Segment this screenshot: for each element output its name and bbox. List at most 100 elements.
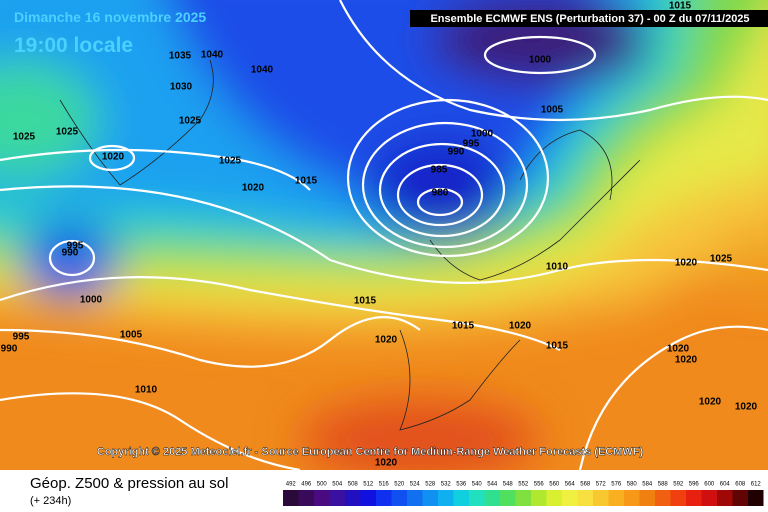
isobar-label: 1025: [219, 156, 242, 167]
isobar-label: 995: [67, 241, 84, 252]
isobar-label: 1005: [541, 105, 564, 116]
isobars: [0, 0, 768, 470]
isobar-label: 1020: [675, 258, 698, 269]
scale-label: 496: [301, 482, 312, 488]
isobar-label: 1005: [120, 330, 143, 341]
isobar-label: 1040: [201, 50, 224, 61]
scale-swatch: [500, 490, 516, 506]
isobar-labels: 1040 1035 1040 1030 1025 1025 1025 1020 1025 1020…: [1, 1, 758, 469]
scale-label: 564: [565, 482, 576, 488]
scale-label: 540: [472, 482, 483, 488]
isobar-label: 1035: [169, 51, 192, 62]
scale-label: 560: [549, 482, 560, 488]
scale-label: 584: [642, 482, 653, 488]
isobar-label: 1010: [135, 385, 158, 396]
scale-swatch: [469, 490, 485, 506]
isobar-label: 1025: [179, 116, 202, 127]
scale-label: 492: [286, 482, 297, 488]
isobar-label: 1010: [546, 262, 569, 273]
scale-swatch: [593, 490, 609, 506]
scale-swatch: [438, 490, 454, 506]
scale-label: 568: [580, 482, 591, 488]
isobar-label: 1025: [13, 132, 36, 143]
isobar-label: 1020: [667, 344, 690, 355]
isobar-label: 1020: [242, 183, 265, 194]
isobar-label: 1000: [471, 129, 494, 140]
scale-swatch: [686, 490, 702, 506]
isobar-label: 1020: [509, 321, 532, 332]
isobar-label: 1015: [452, 321, 475, 332]
scale-label: 588: [658, 482, 669, 488]
scale-label: 548: [503, 482, 514, 488]
isobar-label: 990: [62, 248, 79, 259]
scale-label: 500: [317, 482, 328, 488]
scale-label: 592: [673, 482, 684, 488]
date: Dimanche 16 novembre 2025: [14, 9, 206, 25]
coastlines: [59, 59, 641, 431]
scale-swatch: [639, 490, 655, 506]
scale-swatch: [329, 490, 345, 506]
isobar-label: 985: [431, 165, 448, 176]
isobar-label: 1020: [375, 335, 398, 346]
scale-label: 596: [689, 482, 700, 488]
scale-swatch: [484, 490, 500, 506]
scale-swatch: [314, 490, 330, 506]
scale-label: 520: [394, 482, 405, 488]
scale-swatch: [515, 490, 531, 506]
scale-swatch: [562, 490, 578, 506]
field: [0, 0, 768, 470]
scale-swatch: [701, 490, 717, 506]
model-banner: [410, 10, 768, 27]
isobar-label: 1000: [80, 295, 103, 306]
scale-swatch: [577, 490, 593, 506]
scale-swatch: [453, 490, 469, 506]
isobar-label: 1025: [56, 127, 79, 138]
scale-label: 508: [348, 482, 359, 488]
scale-label: 572: [596, 482, 607, 488]
isobar-label: 990: [448, 147, 465, 158]
scale-swatch: [376, 490, 392, 506]
isobar-label: 1015: [354, 296, 377, 307]
isobar-label: 1015: [295, 176, 318, 187]
scale-label: 536: [456, 482, 467, 488]
scale-swatch: [717, 490, 733, 506]
scale-swatch: [283, 490, 299, 506]
isobar-label: 995: [463, 139, 480, 150]
scale-swatch: [624, 490, 640, 506]
scale-swatch: [732, 490, 748, 506]
scale-swatch: [546, 490, 562, 506]
scale-swatch: [608, 490, 624, 506]
scale-label: 556: [534, 482, 545, 488]
scale-swatch: [655, 490, 671, 506]
footer-title: Géop. Z500 & pression au sol: [30, 475, 228, 492]
copyright: Copyright © 2025 Meteociel.fr - Source E…: [97, 446, 644, 458]
scale-label: 528: [425, 482, 436, 488]
isobar-label: 1020: [375, 458, 398, 469]
model-info: Ensemble ECMWF ENS (Perturbation 37) - 0…: [430, 13, 749, 25]
scale-label: 524: [410, 482, 421, 488]
isobar-label: 1015: [546, 341, 569, 352]
scale-swatch: [670, 490, 686, 506]
scale-label: 612: [751, 482, 762, 488]
scale-swatch: [391, 490, 407, 506]
scale-label: 580: [627, 482, 638, 488]
isobar-label: 1000: [529, 55, 552, 66]
scale-label: 604: [720, 482, 731, 488]
scale-swatch: [531, 490, 547, 506]
scale-swatch: [360, 490, 376, 506]
isobar-label: 1020: [675, 355, 698, 366]
isobar-label: 1020: [102, 152, 125, 163]
color-scale: 492 496 500 504 508 512 516 520 524 528 532 536 540 5…: [283, 482, 764, 506]
scale-label: 608: [735, 482, 746, 488]
isobar-label: 1015: [669, 1, 692, 12]
scale-label: 512: [363, 482, 374, 488]
isobar-label: 1020: [699, 397, 722, 408]
isobar-label: 1020: [735, 402, 758, 413]
scale-label: 544: [487, 482, 498, 488]
scale-swatch: [422, 490, 438, 506]
isobar-label: 1040: [251, 65, 274, 76]
footer-lead: (+ 234h): [30, 495, 71, 507]
scale-swatch: [345, 490, 361, 506]
isobar-label: 990: [1, 344, 18, 355]
